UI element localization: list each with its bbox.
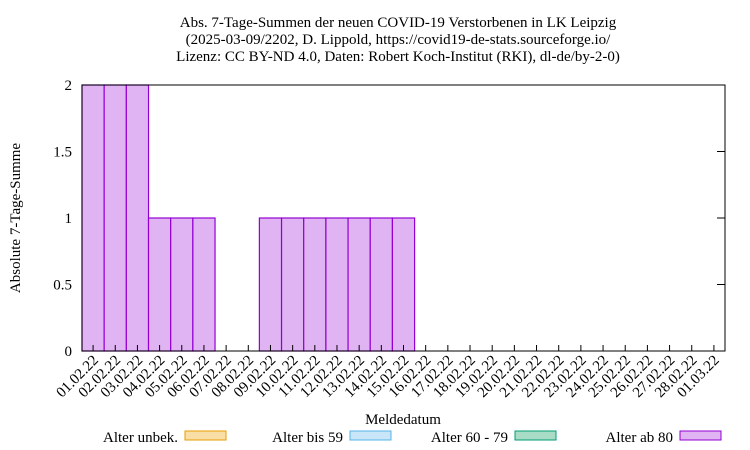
bar	[170, 217, 194, 352]
chart-subtitle: Lizenz: CC BY-ND 4.0, Daten: Robert Koch…	[176, 49, 620, 65]
y-tick-label: 1	[65, 211, 73, 227]
bar	[325, 217, 349, 352]
bar	[303, 217, 327, 352]
bar	[391, 217, 416, 352]
bar	[125, 84, 150, 352]
bar	[81, 84, 105, 352]
legend-swatch	[514, 430, 557, 441]
legend-label: Alter ab 80	[606, 430, 673, 446]
y-axis-label: Absolute 7-Tage-Summe	[8, 143, 24, 294]
y-tick-label: 2	[65, 78, 73, 94]
bar	[258, 217, 283, 352]
y-tick-label: 0	[65, 344, 73, 360]
legend-swatch	[184, 430, 227, 441]
plot-frame	[81, 84, 726, 352]
bar	[369, 217, 394, 352]
x-axis-label: Meldedatum	[365, 412, 441, 428]
bar	[347, 217, 371, 352]
bar	[103, 84, 127, 352]
y-tick-label: 1.5	[53, 145, 72, 161]
legend-label: Alter unbek.	[103, 430, 178, 446]
y-tick-label: 0.5	[53, 278, 72, 294]
legend-label: Alter bis 59	[272, 430, 343, 446]
bar	[192, 217, 216, 352]
bar	[280, 217, 305, 352]
legend-label: Alter 60 - 79	[431, 430, 508, 446]
chart-title: Abs. 7-Tage-Summen der neuen COVID-19 Ve…	[180, 15, 617, 31]
legend-swatch	[679, 430, 722, 441]
legend-swatch	[349, 430, 392, 441]
chart-subtitle: (2025-03-09/2202, D. Lippold, https://co…	[186, 32, 611, 48]
bar	[147, 217, 172, 352]
